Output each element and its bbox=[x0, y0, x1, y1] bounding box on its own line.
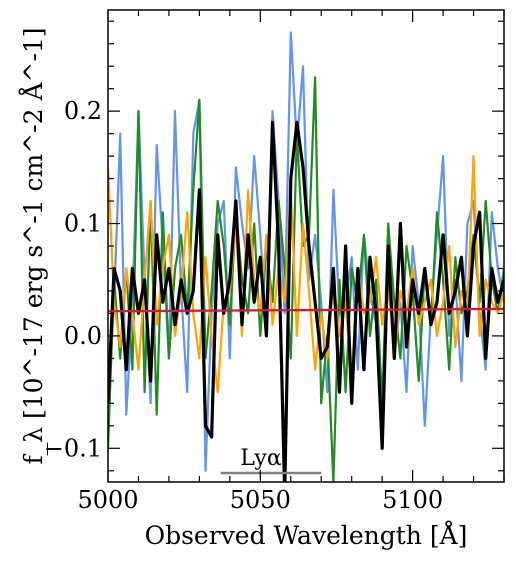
annotation-layer: Lyα bbox=[220, 446, 322, 475]
series-line-3 bbox=[108, 120, 504, 482]
y-axis-label: f_λ [10^-17 erg s^-1 cm^-2 Å^-1] bbox=[18, 27, 48, 464]
y-tick-label: 0.1 bbox=[64, 210, 102, 238]
x-tick-label: 5000 bbox=[77, 486, 138, 514]
x-tick-label: 5100 bbox=[382, 486, 443, 514]
series-layer bbox=[108, 31, 504, 482]
x-axis-label: Observed Wavelength [Å] bbox=[145, 520, 468, 550]
y-tick-label: 0.2 bbox=[64, 97, 102, 125]
x-tick-label: 5050 bbox=[230, 486, 291, 514]
series-line-1 bbox=[108, 76, 504, 482]
ticks-layer: 5000 5050 5100 −0.1 0.0 0.1 0.2 bbox=[44, 10, 505, 514]
lya-marker-label: Lyα bbox=[240, 446, 282, 471]
series-line-4 bbox=[108, 307, 504, 313]
y-tick-label: −0.1 bbox=[44, 434, 102, 462]
y-tick-label: 0.0 bbox=[64, 322, 102, 350]
